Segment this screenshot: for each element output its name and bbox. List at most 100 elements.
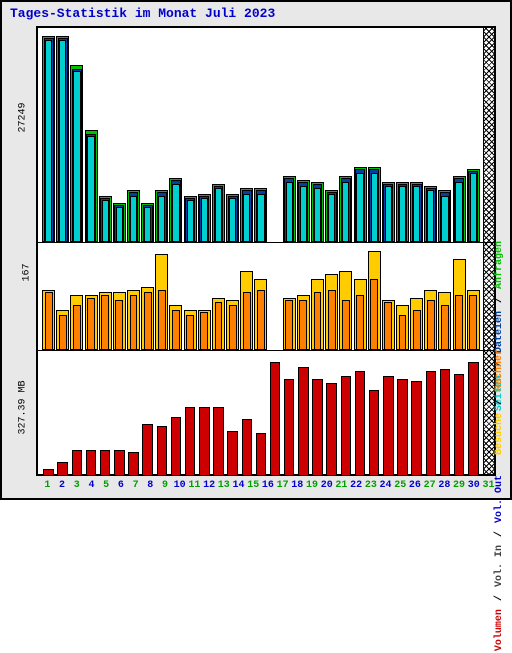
- day-col: [467, 357, 480, 476]
- day-col: [169, 249, 182, 350]
- xtick: 24: [378, 480, 393, 494]
- bar-volumen: [72, 450, 83, 476]
- bar-seiten: [385, 186, 392, 242]
- day-col: [226, 249, 239, 350]
- day-col: [438, 34, 451, 242]
- bar-seiten: [45, 40, 52, 242]
- day-col: [453, 357, 466, 476]
- day-col: [113, 357, 126, 476]
- legend-item: Rechner: [494, 349, 505, 391]
- xtick: 25: [393, 480, 408, 494]
- day-col: [353, 249, 366, 350]
- day-col: [226, 34, 239, 242]
- day-col: [56, 34, 69, 242]
- bar-seiten: [286, 182, 293, 242]
- day-col: [325, 357, 338, 476]
- bar-volumen: [397, 379, 408, 476]
- bar-rechner: [101, 295, 109, 351]
- ytick-bot: 327.39 MB: [18, 380, 29, 434]
- legend-item: Vol. In: [494, 545, 505, 587]
- day-col: [283, 249, 296, 350]
- day-col: [184, 357, 197, 476]
- bar-volumen: [341, 376, 352, 476]
- day-col: [198, 34, 211, 242]
- bar-seiten: [73, 71, 80, 242]
- bar-volumen: [213, 407, 224, 476]
- day-col: [169, 357, 182, 476]
- bar-volumen: [440, 369, 451, 476]
- bar-volumen: [242, 419, 253, 476]
- day-col: [339, 357, 352, 476]
- hatch: [483, 351, 494, 476]
- bar-volumen: [411, 381, 422, 476]
- day-col: [311, 34, 324, 242]
- bar-volumen: [270, 362, 281, 476]
- bar-volumen: [426, 371, 437, 476]
- bar-rechner: [370, 279, 378, 350]
- day-col: [410, 249, 423, 350]
- bar-seiten: [102, 200, 109, 242]
- bar-volumen: [185, 407, 196, 476]
- day-col: [382, 34, 395, 242]
- bar-seiten: [59, 40, 66, 242]
- day-col: [396, 249, 409, 350]
- hatch: [483, 28, 494, 242]
- bar-volumen: [57, 462, 68, 476]
- bar-seiten: [314, 188, 321, 242]
- day-col: [99, 249, 112, 350]
- day-col: [339, 249, 352, 350]
- bars-top: [42, 34, 480, 242]
- day-col: [396, 357, 409, 476]
- day-col: [453, 34, 466, 242]
- bar-rechner: [455, 295, 463, 351]
- xtick: 20: [319, 480, 334, 494]
- bar-volumen: [284, 379, 295, 476]
- day-col: [42, 249, 55, 350]
- day-col: [396, 34, 409, 242]
- chart-frame: Tages-Statistik im Monat Juli 2023 Seite…: [0, 0, 512, 500]
- bar-volumen: [454, 374, 465, 476]
- bars-bot: [42, 357, 480, 476]
- bar-volumen: [171, 417, 182, 476]
- bar-seiten: [399, 186, 406, 242]
- bar-volumen: [157, 426, 168, 476]
- bar-rechner: [158, 290, 166, 351]
- bar-volumen: [468, 362, 479, 476]
- day-col: [424, 249, 437, 350]
- xtick: 23: [363, 480, 378, 494]
- xtick: 3: [69, 480, 84, 494]
- day-col: [240, 34, 253, 242]
- bar-rechner: [314, 292, 322, 351]
- xtick: 9: [158, 480, 173, 494]
- xtick: 10: [172, 480, 187, 494]
- day-col: [155, 357, 168, 476]
- day-col: [113, 34, 126, 242]
- xtick: 14: [231, 480, 246, 494]
- day-col: [311, 249, 324, 350]
- bar-seiten: [413, 186, 420, 242]
- day-col: [70, 357, 83, 476]
- bar-seiten: [427, 190, 434, 242]
- day-col: [410, 34, 423, 242]
- day-col: [254, 249, 267, 350]
- bar-seiten: [328, 194, 335, 242]
- day-col: [424, 357, 437, 476]
- bar-volumen: [326, 383, 337, 476]
- day-col: [453, 249, 466, 350]
- xtick: 28: [437, 480, 452, 494]
- bar-rechner: [399, 315, 407, 350]
- bar-seiten: [356, 173, 363, 242]
- day-col: [297, 34, 310, 242]
- xtick: 15: [246, 480, 261, 494]
- legend-item: Anfragen: [494, 241, 505, 289]
- day-col: [368, 249, 381, 350]
- day-col: [353, 357, 366, 476]
- bar-rechner: [257, 290, 265, 351]
- bars-mid: [42, 249, 480, 350]
- xtick: 30: [466, 480, 481, 494]
- bar-volumen: [298, 367, 309, 476]
- day-col: [368, 357, 381, 476]
- bar-rechner: [229, 305, 237, 350]
- xtick: 19: [305, 480, 320, 494]
- day-col: [84, 357, 97, 476]
